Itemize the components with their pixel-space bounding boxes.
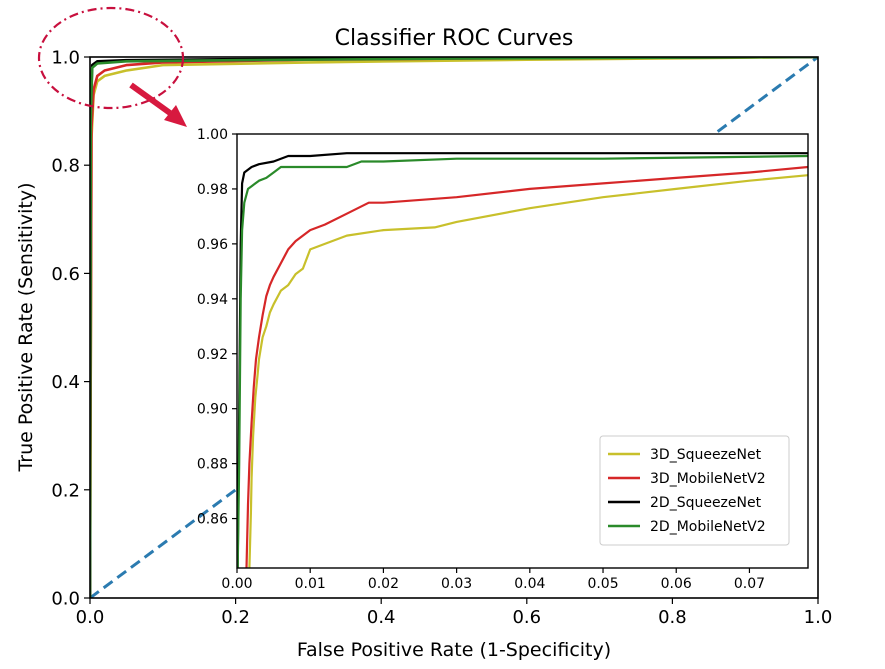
inset-x-tick-label: 0.01	[295, 576, 326, 592]
main-x-tick-label: 0.6	[512, 607, 541, 628]
legend-box	[599, 435, 790, 546]
main-x-tick-label: 0.4	[367, 607, 396, 628]
main-series-2d-mobilenetv2	[90, 57, 818, 598]
main-plot-frame	[89, 56, 819, 599]
inset-y-tick-label: 0.94	[197, 292, 228, 308]
inset-y-tick-label: 0.96	[197, 237, 228, 253]
inset-legend: 3D_SqueezeNet 3D_MobileNetV2 2D_SqueezeNet…	[599, 435, 790, 546]
inset-x-tick-label: 0.04	[514, 576, 545, 592]
inset-series-3d-squeezenet	[248, 174, 808, 568]
legend-label-3d-squeezenet: 3D_SqueezeNet	[650, 447, 762, 463]
inset-x-tick-label: 0.02	[368, 576, 399, 592]
main-x-tick-label: 1.0	[804, 607, 833, 628]
y-axis-label: True Positive Rate (Sensitivity)	[15, 182, 37, 472]
main-y-tick-label: 0.6	[51, 264, 80, 285]
inset-y-tick-label: 0.88	[197, 457, 228, 473]
inset-y-tick-label: 1.00	[197, 127, 228, 143]
main-x-tick-label: 0.2	[221, 607, 250, 628]
main-y-tick-label: 0.4	[51, 372, 80, 393]
inset-x-tick-label: 0.05	[587, 576, 618, 592]
main-y-tick-label: 0.8	[51, 156, 80, 177]
main-y-tick-label: 0.0	[51, 588, 80, 609]
main-y-tick-label: 1.0	[51, 47, 80, 68]
main-x-tick-label: 0.8	[658, 607, 687, 628]
zoom-region-ellipse	[37, 6, 185, 110]
x-axis-label: False Positive Rate (1-Specificity)	[297, 639, 611, 661]
inset-x-tick-label: 0.06	[661, 576, 692, 592]
inset-plot-frame	[236, 133, 809, 569]
zoom-arrow	[129, 82, 187, 127]
inset-series-2d-mobilenetv2	[237, 154, 808, 568]
legend-label-2d-squeezenet: 2D_SqueezeNet	[650, 495, 762, 511]
inset-y-tick-label: 0.92	[197, 347, 228, 363]
inset-series-3d-mobilenetv2	[245, 165, 808, 568]
inset-x-tick-label: 0.03	[441, 576, 472, 592]
legend-label-3d-mobilenetv2: 3D_MobileNetV2	[650, 471, 766, 487]
inset-x-tick-label: 0.07	[734, 576, 765, 592]
inset-y-tick-label: 0.98	[197, 182, 228, 198]
legend-label-2d-mobilenetv2: 2D_MobileNetV2	[650, 519, 766, 535]
inset-x-tick-label: 0.00	[221, 576, 252, 592]
inset-y-tick-label: 0.90	[197, 402, 228, 418]
main-y-tick-label: 0.2	[51, 480, 80, 501]
inset-y-tick-label: 0.86	[197, 512, 228, 528]
main-x-tick-label: 0.0	[76, 607, 105, 628]
chart-title: Classifier ROC Curves	[335, 26, 574, 51]
